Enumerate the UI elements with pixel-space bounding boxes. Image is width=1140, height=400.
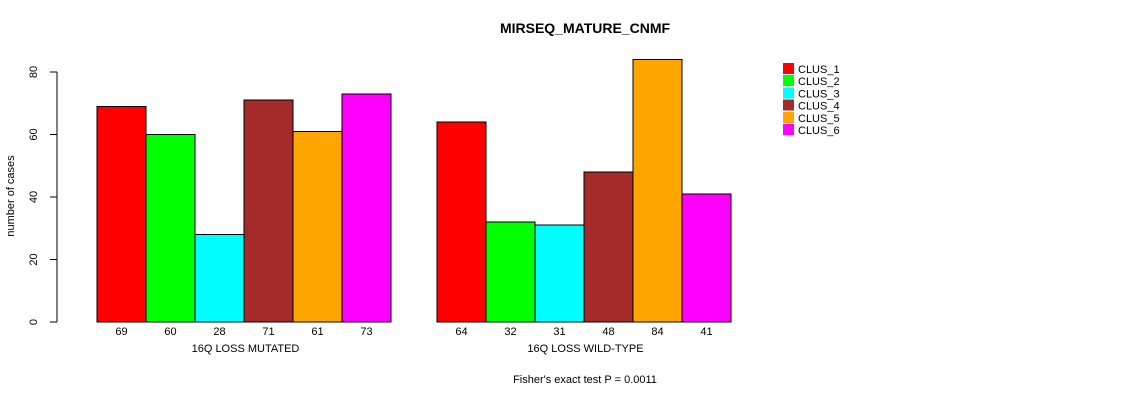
- bar-group2-clus4: [583, 171, 634, 323]
- plot-bars: 69 60 28 71 61 73 64 32 31 48 84 41: [96, 59, 732, 338]
- legend-label-clus5: CLUS_5: [798, 113, 840, 125]
- bar-group2-clus6: [681, 193, 732, 323]
- y-axis: 0 20 40 60 80: [28, 66, 58, 325]
- y-tick-label: 20: [28, 253, 40, 265]
- bar-value-label: 60: [164, 326, 176, 338]
- y-tick-label: 40: [28, 191, 40, 203]
- bar-value-label: 69: [115, 326, 127, 338]
- bar-value-label: 71: [262, 326, 274, 338]
- bar-group2-clus5: [632, 59, 683, 323]
- y-tick-label: 80: [28, 66, 40, 78]
- bar-group1-clus6: [341, 93, 392, 323]
- bar-group2-clus2: [485, 221, 536, 323]
- bar-group1-clus2: [145, 134, 196, 323]
- legend-swatch-clus4: [783, 99, 794, 111]
- y-tick-label: 0: [28, 319, 40, 325]
- bar-group1-clus1: [96, 105, 147, 323]
- bar-value-label: 73: [360, 326, 372, 338]
- legend-swatch-clus3: [783, 87, 794, 99]
- bar-value-label: 28: [213, 326, 225, 338]
- bar-group1-clus3: [194, 234, 245, 323]
- bar-value-label: 48: [602, 326, 614, 338]
- chart-title: MIRSEQ_MATURE_CNMF: [500, 20, 671, 36]
- group-label-wild-type: 16Q LOSS WILD-TYPE: [527, 343, 643, 355]
- legend-swatch-clus1: [783, 63, 794, 74]
- bar-value-label: 61: [311, 326, 323, 338]
- legend-label-clus4: CLUS_4: [798, 101, 840, 113]
- legend-label-clus6: CLUS_6: [798, 125, 840, 137]
- bar-group1-clus4: [243, 99, 294, 323]
- legend-swatch-clus6: [783, 124, 794, 135]
- bar-value-label: 64: [455, 326, 467, 338]
- fisher-test-footnote: Fisher's exact test P = 0.0011: [513, 374, 657, 386]
- legend-swatch-clus2: [783, 75, 794, 87]
- bar-group1-clus5: [292, 130, 343, 323]
- y-tick-label: 60: [28, 128, 40, 140]
- bar-group2-clus1: [436, 121, 487, 323]
- y-axis-label: number of cases: [5, 155, 17, 237]
- bar-value-label: 31: [553, 326, 565, 338]
- bar-group2-clus3: [534, 224, 585, 323]
- legend-swatch-clus5: [783, 111, 794, 123]
- legend-label-clus3: CLUS_3: [798, 88, 840, 100]
- bar-value-label: 41: [700, 326, 712, 338]
- bar-value-label: 84: [651, 326, 663, 338]
- legend-label-clus2: CLUS_2: [798, 76, 840, 88]
- group-label-mutated: 16Q LOSS MUTATED: [192, 343, 300, 355]
- bar-value-label: 32: [504, 326, 516, 338]
- legend-label-clus1: CLUS_1: [798, 64, 840, 76]
